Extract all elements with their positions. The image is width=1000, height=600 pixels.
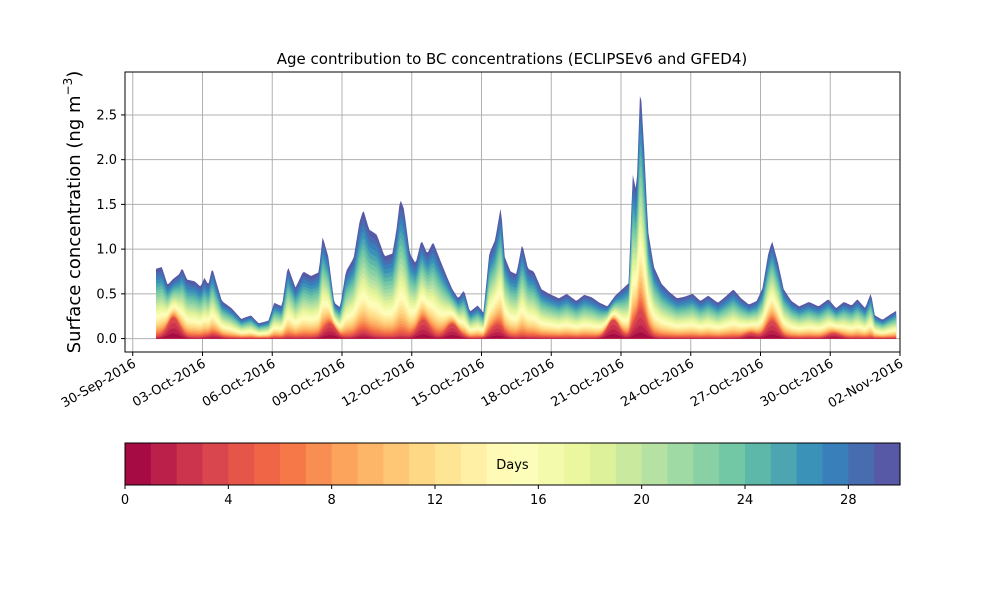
- colorbar-bin: [512, 443, 539, 485]
- colorbar-bin: [357, 443, 384, 485]
- colorbar-tick-label: 8: [328, 493, 336, 508]
- colorbar-bin: [435, 443, 462, 485]
- y-tick-label: 2.0: [96, 153, 117, 168]
- colorbar-tick-label: 0: [121, 493, 129, 508]
- colorbar-bins: [125, 443, 901, 485]
- x-tick-label: 09-Oct-2016: [270, 356, 348, 410]
- chart-title: Age contribution to BC concentrations (E…: [277, 50, 748, 68]
- colorbar-tick-label: 24: [737, 493, 754, 508]
- colorbar-bin: [848, 443, 875, 485]
- x-tick-label: 12-Oct-2016: [339, 356, 417, 410]
- x-tick-label: 03-Oct-2016: [130, 356, 208, 410]
- y-axis-ticks: 0.0 0.5 1.0 1.5 2.0 2.5: [96, 108, 125, 347]
- colorbar: Days 0 4 8 12 16 20 24 28: [121, 442, 901, 508]
- colorbar-frame: [124, 442, 901, 486]
- x-tick-label: 30-Sep-2016: [59, 356, 139, 411]
- y-tick-label: 0.0: [96, 332, 117, 347]
- colorbar-bin: [770, 443, 798, 485]
- colorbar-bin: [125, 443, 152, 485]
- colorbar-bin: [409, 443, 436, 485]
- colorbar-bin: [150, 443, 178, 485]
- x-tick-label: 15-Oct-2016: [409, 356, 487, 410]
- colorbar-bin: [590, 443, 617, 485]
- colorbar-tick-label: 20: [633, 493, 650, 508]
- colorbar-bin: [745, 443, 772, 485]
- colorbar-bin: [486, 443, 514, 485]
- colorbar-bin: [280, 443, 307, 485]
- colorbar-bin: [538, 443, 565, 485]
- colorbar-bin: [693, 443, 720, 485]
- colorbar-tick-label: 28: [840, 493, 857, 508]
- y-axis-label-main: Surface concentration (ng m: [64, 95, 85, 353]
- x-tick-label: 27-Oct-2016: [688, 356, 766, 410]
- age-band-9-to-10-days: [156, 282, 897, 339]
- x-tick-label: 30-Oct-2016: [758, 356, 836, 410]
- colorbar-bin: [564, 443, 591, 485]
- stacked-age-areas: [156, 96, 897, 339]
- colorbar-bin: [228, 443, 255, 485]
- colorbar-bin: [822, 443, 849, 485]
- y-tick-label: 1.0: [96, 243, 117, 258]
- x-axis-ticks: 30-Sep-201603-Oct-201606-Oct-201609-Oct-…: [59, 352, 906, 411]
- colorbar-tick-label: 4: [224, 493, 232, 508]
- x-tick-label: 21-Oct-2016: [549, 356, 627, 410]
- colorbar-bin: [176, 443, 204, 485]
- colorbar-bin: [383, 443, 410, 485]
- y-axis-label-close: ): [64, 71, 85, 78]
- colorbar-bin: [305, 443, 333, 485]
- colorbar-bin: [796, 443, 824, 485]
- colorbar-bin: [331, 443, 359, 485]
- plot-frame: [124, 71, 901, 353]
- colorbar-ticks: 0 4 8 12 16 20 24 28: [121, 485, 857, 508]
- colorbar-bin: [202, 443, 229, 485]
- colorbar-bin: [874, 443, 901, 485]
- colorbar-bin: [615, 443, 643, 485]
- x-tick-label: 18-Oct-2016: [479, 356, 557, 410]
- x-tick-label: 24-Oct-2016: [618, 356, 696, 410]
- y-axis-label-exponent: −3: [61, 78, 75, 96]
- colorbar-bin: [719, 443, 746, 485]
- colorbar-tick-label: 16: [530, 493, 547, 508]
- colorbar-tick-label: 12: [427, 493, 444, 508]
- age-band-10-to-11-days: [156, 276, 897, 339]
- colorbar-bin: [667, 443, 694, 485]
- y-axis-label: Surface concentration (ng m−3): [61, 71, 85, 354]
- y-tick-label: 2.5: [96, 108, 117, 123]
- colorbar-bin: [254, 443, 281, 485]
- x-tick-label: 02-Nov-2016: [826, 356, 906, 411]
- colorbar-bin: [460, 443, 488, 485]
- y-tick-label: 0.5: [96, 287, 117, 302]
- x-tick-label: 06-Oct-2016: [200, 356, 278, 410]
- colorbar-bin: [641, 443, 669, 485]
- y-tick-label: 1.5: [96, 198, 117, 213]
- colorbar-label: Days: [496, 458, 529, 473]
